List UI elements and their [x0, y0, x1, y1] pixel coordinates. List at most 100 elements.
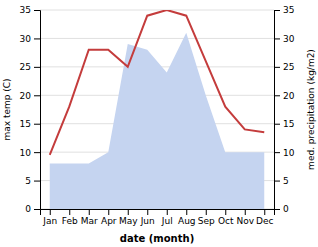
tick-label: 5 [25, 176, 31, 186]
tick-mark [274, 181, 280, 182]
tick-label: May [119, 216, 138, 226]
axis-line [41, 210, 275, 216]
tick: 20 [20, 91, 40, 101]
tick: 0 [25, 204, 40, 214]
tick: Oct [218, 209, 234, 226]
tick: Apr [101, 209, 117, 226]
tick-label: 5 [283, 176, 289, 186]
tick-label: 30 [283, 34, 295, 44]
tick: 0 [274, 204, 289, 214]
tick-mark [34, 95, 40, 96]
tick-mark [108, 209, 109, 215]
tick-mark [274, 38, 280, 39]
y-axis: 0 5 10 15 20 25 30 35 [20, 5, 41, 214]
tick-mark [147, 209, 148, 215]
tick: Jun [140, 209, 155, 226]
axis-line [34, 11, 41, 210]
tick-mark [34, 209, 40, 210]
tick-mark [89, 209, 90, 215]
x-axis-title: date (month) [120, 233, 194, 244]
tick-label: 20 [20, 91, 32, 101]
tick-label: 35 [283, 5, 294, 15]
tick: 10 [274, 148, 295, 158]
tick-mark [167, 209, 168, 215]
tick-label: Sep [198, 216, 215, 226]
tick-mark [34, 67, 40, 68]
y2-axis: 0 5 10 15 20 25 30 35 [274, 5, 295, 214]
tick-mark [274, 209, 280, 210]
tick-mark [69, 209, 70, 215]
tick-label: 10 [283, 148, 295, 158]
tick-label: Dec [256, 216, 273, 226]
tick-label: 25 [20, 62, 31, 72]
tick: 15 [20, 119, 40, 129]
tick: Aug [178, 209, 196, 226]
tick-mark [274, 67, 280, 68]
tick: Jan [42, 209, 57, 226]
tick-label: 25 [283, 62, 294, 72]
tick-label: Aug [178, 216, 196, 226]
tick-label: 35 [20, 5, 31, 15]
tick: 35 [274, 5, 294, 15]
tick: Sep [198, 209, 215, 226]
tick-label: 15 [283, 119, 294, 129]
tick-mark [34, 181, 40, 182]
tick: 35 [20, 5, 40, 15]
tick: Mar [81, 209, 98, 226]
marks [50, 10, 265, 209]
tick: 25 [20, 62, 40, 72]
tick: 15 [274, 119, 294, 129]
tick: Feb [62, 209, 78, 226]
y2-axis-title: med. precipitation (kg/m2) [306, 49, 316, 170]
tick-mark [225, 209, 226, 215]
tick-label: 10 [20, 148, 32, 158]
tick-label: Mar [81, 216, 98, 226]
tick: May [119, 209, 138, 226]
tick-label: 0 [25, 204, 31, 214]
tick-label: 0 [283, 204, 289, 214]
tick-mark [34, 124, 40, 125]
axis-line [275, 11, 281, 210]
tick: 5 [274, 176, 289, 186]
tick-mark [274, 95, 280, 96]
plot: Jan FebMarAprMayJun Jul AugSepOctNovDec 0 5 10… [2, 5, 316, 244]
tick-label: 15 [20, 119, 31, 129]
tick: 10 [20, 148, 40, 158]
tick: Dec [256, 209, 273, 226]
grid-line [40, 10, 274, 11]
tick-label: Feb [62, 216, 78, 226]
tick-mark [34, 152, 40, 153]
line [50, 10, 265, 155]
chart: Jan FebMarAprMayJun Jul AugSepOctNovDec 0 5 10… [0, 0, 318, 247]
tick-label: Apr [101, 216, 117, 226]
grid-line [40, 38, 274, 39]
tick-label: Nov [236, 216, 254, 226]
tick-mark [186, 209, 187, 215]
tick: Jul [161, 209, 173, 226]
tick-mark [206, 209, 207, 215]
area [50, 33, 265, 209]
tick-label: Jun [140, 216, 155, 226]
tick: 5 [25, 176, 40, 186]
tick-mark [50, 209, 51, 215]
tick-mark [274, 124, 280, 125]
tick-label: 30 [20, 34, 32, 44]
tick: 20 [274, 91, 295, 101]
tick: Nov [236, 209, 254, 226]
tick-label: Jul [161, 216, 173, 226]
tick: 30 [274, 34, 295, 44]
tick-label: Jan [42, 216, 57, 226]
tick-mark [34, 10, 40, 11]
tick-label: Oct [218, 216, 234, 226]
x-axis: Jan FebMarAprMayJun Jul AugSepOctNovDec [41, 209, 275, 226]
tick-mark [128, 209, 129, 215]
grid [40, 10, 274, 209]
tick-mark [245, 209, 246, 215]
tick: 25 [274, 62, 294, 72]
tick-mark [274, 152, 280, 153]
tick-label: 20 [283, 91, 295, 101]
tick-mark [274, 10, 280, 11]
tick-mark [34, 38, 40, 39]
tick-mark [264, 209, 265, 215]
tick: 30 [20, 34, 40, 44]
